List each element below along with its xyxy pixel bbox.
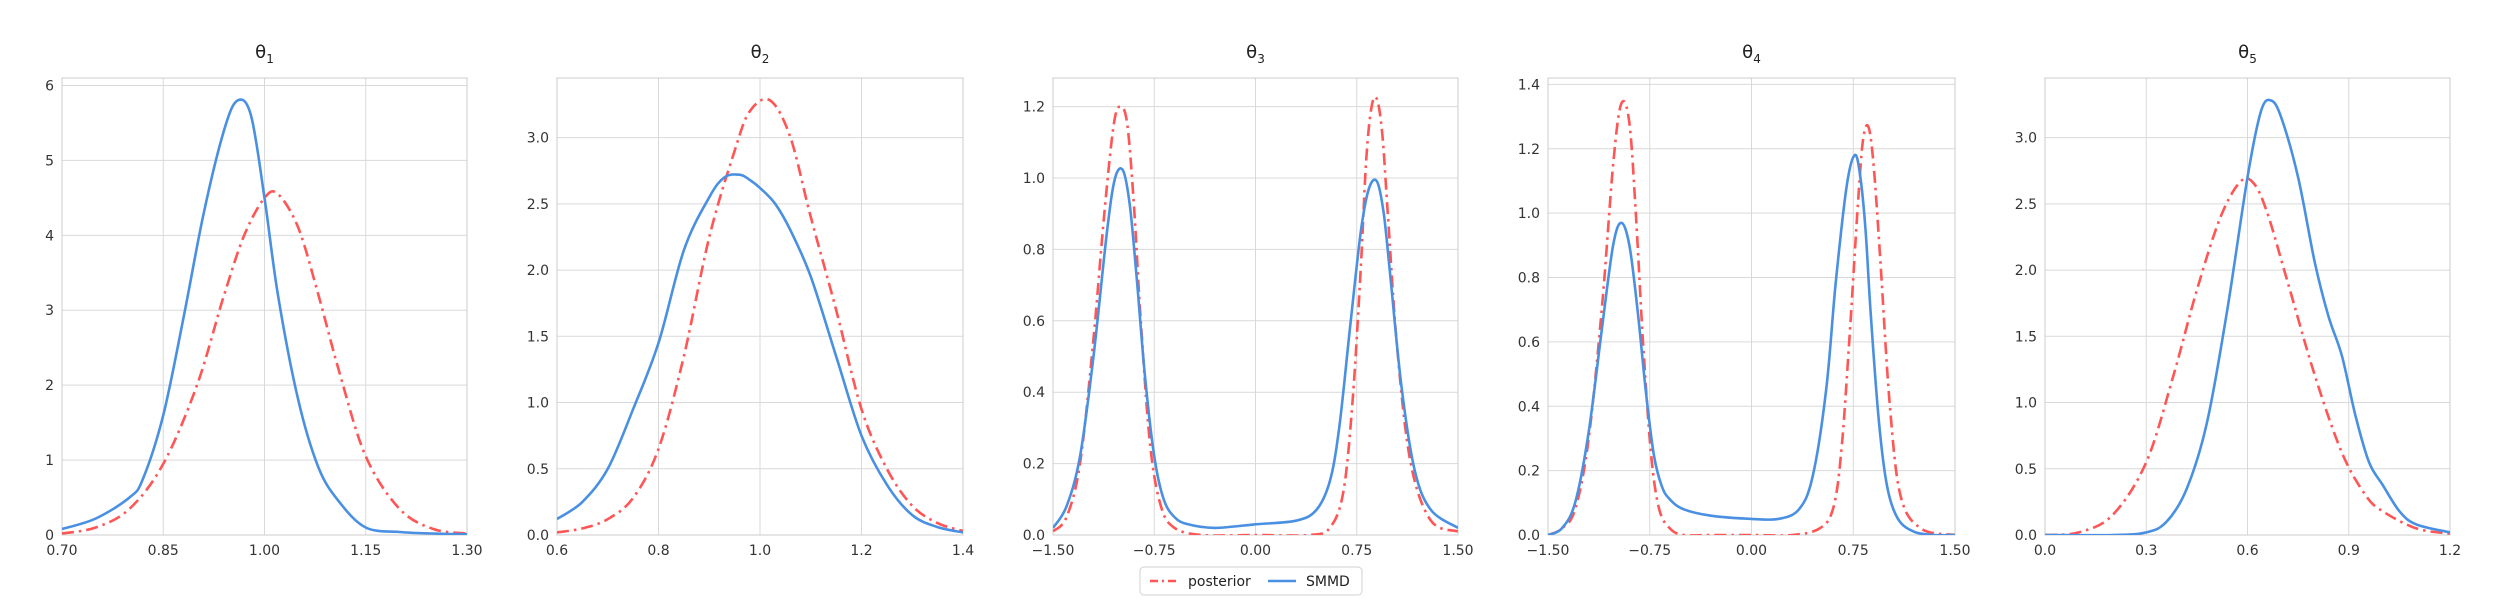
x-tick-label: 0.8	[647, 543, 669, 559]
y-tick-label: 0	[45, 528, 54, 544]
x-tick-label: −0.75	[1628, 543, 1671, 559]
title-subscript: 3	[1257, 52, 1265, 66]
title-symbol: θ	[1742, 42, 1753, 63]
legend-label-smmd: SMMD	[1306, 574, 1350, 590]
legend-label-posterior: posterior	[1188, 574, 1251, 590]
y-tick-label: 0.6	[1518, 335, 1540, 351]
y-tick-label: 2.0	[527, 263, 549, 279]
x-tick-label: 1.15	[350, 543, 381, 559]
y-tick-label: 0.4	[1023, 385, 1045, 401]
x-tick-label: 0.3	[2135, 543, 2157, 559]
plot-frame	[61, 77, 468, 536]
y-tick-label: 2.5	[2015, 197, 2037, 213]
x-tick-label: 0.0	[2034, 543, 2056, 559]
chart-panel-5: 0.0 0.3 0.6 0.9 1.2 0.0 0.5 1.0 1.5 2.0 2.5 3.0 θ5	[2015, 42, 2461, 559]
chart-panel-2: 0.6 0.8 1.0 1.2 1.4 0.0 0.5 1.0 1.5 2.0 2.5 3.0 θ2	[527, 42, 974, 559]
series-line-smmd	[62, 98, 467, 535]
series-line-smmd	[1053, 167, 1458, 530]
x-tick-label: 1.4	[952, 543, 974, 559]
panel-title: θ2	[751, 42, 770, 66]
y-tick-label: 0.4	[1518, 399, 1540, 415]
y-tick-label: 1.2	[1518, 142, 1540, 158]
chart-panel-4: −1.50 −0.75 0.00 0.75 1.50 0.0 0.2 0.4 0.6 0.8 1.0…	[1518, 42, 1971, 559]
y-tick-label: 1.5	[527, 329, 549, 345]
y-tick-label: 2.5	[527, 197, 549, 213]
y-tick-label: 0.5	[2015, 462, 2037, 478]
y-tick-label: 1.2	[1023, 100, 1045, 116]
y-tick-label: 1.4	[1518, 77, 1540, 93]
series-line-smmd	[557, 173, 963, 534]
title-symbol: θ	[751, 42, 762, 63]
y-tick-label: 1.0	[1023, 171, 1045, 187]
y-tick-label: 1.0	[527, 396, 549, 412]
series-line-smmd	[1548, 153, 1955, 535]
title-subscript: 4	[1753, 52, 1761, 66]
x-tick-label: 1.0	[749, 543, 771, 559]
y-tick-label: 3.0	[2015, 131, 2037, 147]
x-tick-label: 0.00	[1240, 543, 1271, 559]
x-tick-label: 0.75	[1341, 543, 1372, 559]
x-tick-label: 1.50	[1939, 543, 1970, 559]
title-subscript: 5	[2249, 52, 2257, 66]
y-tick-label: 0.0	[1518, 528, 1540, 544]
y-tick-label: 1	[45, 453, 54, 469]
y-tick-label: 2.0	[2015, 263, 2037, 279]
y-tick-label: 0.8	[1518, 271, 1540, 287]
x-tick-label: −1.50	[1527, 543, 1570, 559]
y-tick-label: 0.0	[1023, 528, 1045, 544]
y-tick-label: 0.2	[1518, 464, 1540, 480]
x-tick-label: −0.75	[1133, 543, 1176, 559]
plot-frame	[556, 77, 964, 536]
y-tick-label: 4	[45, 228, 54, 244]
x-tick-label: 0.6	[2236, 543, 2258, 559]
chart-panel-3: −1.50 −0.75 0.00 0.75 1.50 0.0 0.2 0.4 0.6 0.8 1.0…	[1023, 42, 1474, 559]
panel-title: θ3	[1246, 42, 1265, 66]
series-line-smmd	[2045, 98, 2450, 535]
y-tick-label: 0.6	[1023, 314, 1045, 330]
title-subscript: 1	[266, 52, 274, 66]
y-tick-label: 1.0	[2015, 396, 2037, 412]
x-tick-label: 0.6	[546, 543, 568, 559]
x-tick-label: 1.30	[451, 543, 482, 559]
x-tick-label: 0.70	[46, 543, 77, 559]
title-symbol: θ	[255, 42, 266, 63]
y-tick-label: 1.5	[2015, 329, 2037, 345]
title-subscript: 2	[762, 52, 770, 66]
series-line-posterior	[62, 190, 467, 535]
panel-title: θ4	[1742, 42, 1761, 66]
x-tick-label: −1.50	[1032, 543, 1075, 559]
y-tick-label: 0.0	[527, 528, 549, 544]
legend-box	[1139, 566, 1363, 596]
x-tick-label: 1.50	[1442, 543, 1473, 559]
panel-title: θ5	[2238, 42, 2257, 66]
y-tick-label: 0.0	[2015, 528, 2037, 544]
y-tick-label: 6	[45, 78, 54, 94]
series-line-posterior	[1548, 99, 1955, 535]
y-tick-label: 0.5	[527, 462, 549, 478]
y-tick-label: 0.8	[1023, 242, 1045, 258]
y-tick-label: 3	[45, 303, 54, 319]
series-line-posterior	[2045, 177, 2450, 535]
title-symbol: θ	[1246, 42, 1257, 63]
y-tick-label: 3.0	[527, 131, 549, 147]
y-tick-label: 1.0	[1518, 206, 1540, 222]
x-tick-label: 1.2	[850, 543, 872, 559]
y-tick-label: 0.2	[1023, 457, 1045, 473]
panel-title: θ1	[255, 42, 274, 66]
x-tick-label: 0.00	[1736, 543, 1767, 559]
x-tick-label: 0.9	[2338, 543, 2360, 559]
x-tick-label: 0.75	[1838, 543, 1869, 559]
title-symbol: θ	[2238, 42, 2249, 63]
x-tick-label: 1.00	[249, 543, 280, 559]
plot-frame	[1547, 77, 1956, 536]
plot-frame	[2044, 77, 2451, 536]
y-tick-label: 5	[45, 153, 54, 169]
x-tick-label: 0.85	[148, 543, 179, 559]
y-tick-label: 2	[45, 378, 54, 394]
legend: posterior SMMD	[1139, 566, 1363, 596]
x-tick-label: 1.2	[2439, 543, 2461, 559]
